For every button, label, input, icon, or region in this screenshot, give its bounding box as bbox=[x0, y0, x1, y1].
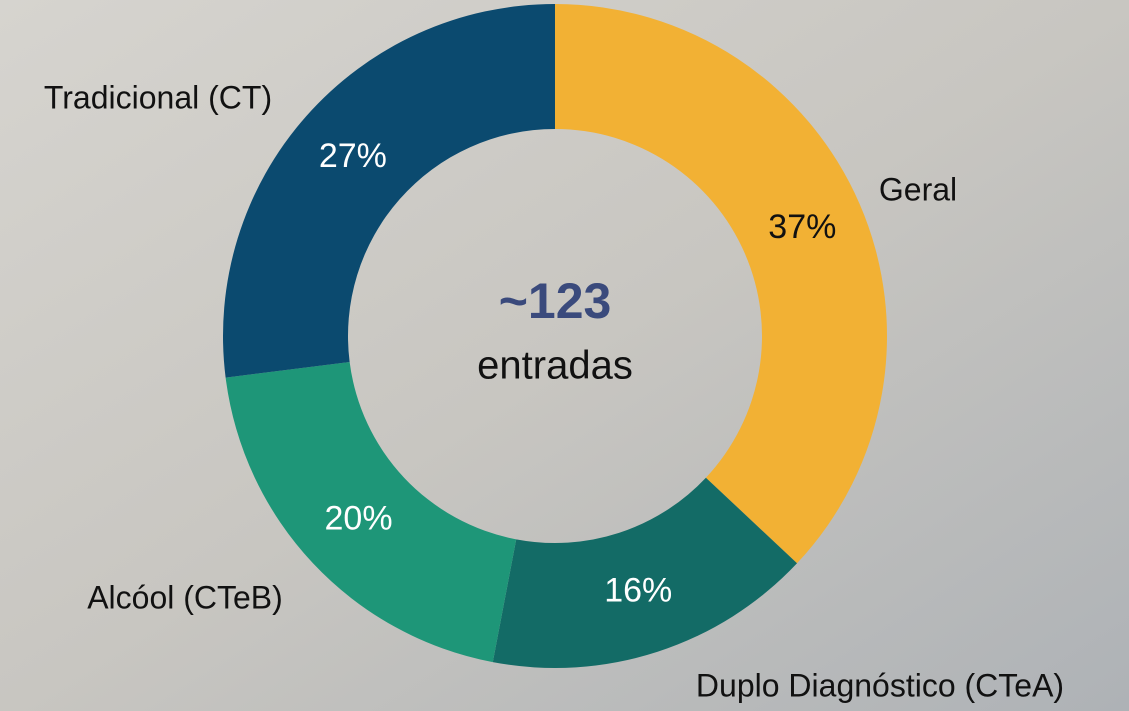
value-label: 20% bbox=[325, 499, 393, 537]
value-label: 27% bbox=[319, 137, 387, 175]
category-label: Alcóol (CTeB) bbox=[87, 579, 283, 615]
center-label: entradas bbox=[477, 344, 633, 388]
category-label: Tradicional (CT) bbox=[44, 79, 272, 115]
value-label: 16% bbox=[604, 571, 672, 609]
value-label: 37% bbox=[768, 208, 836, 246]
category-label: Geral bbox=[879, 171, 957, 207]
category-label: Duplo Diagnóstico (CTeA) bbox=[696, 667, 1064, 703]
center-value: ~123 bbox=[499, 273, 612, 329]
chart: ~123 entradas 37% Geral 16% Duplo Diagnósti… bbox=[0, 0, 1129, 711]
